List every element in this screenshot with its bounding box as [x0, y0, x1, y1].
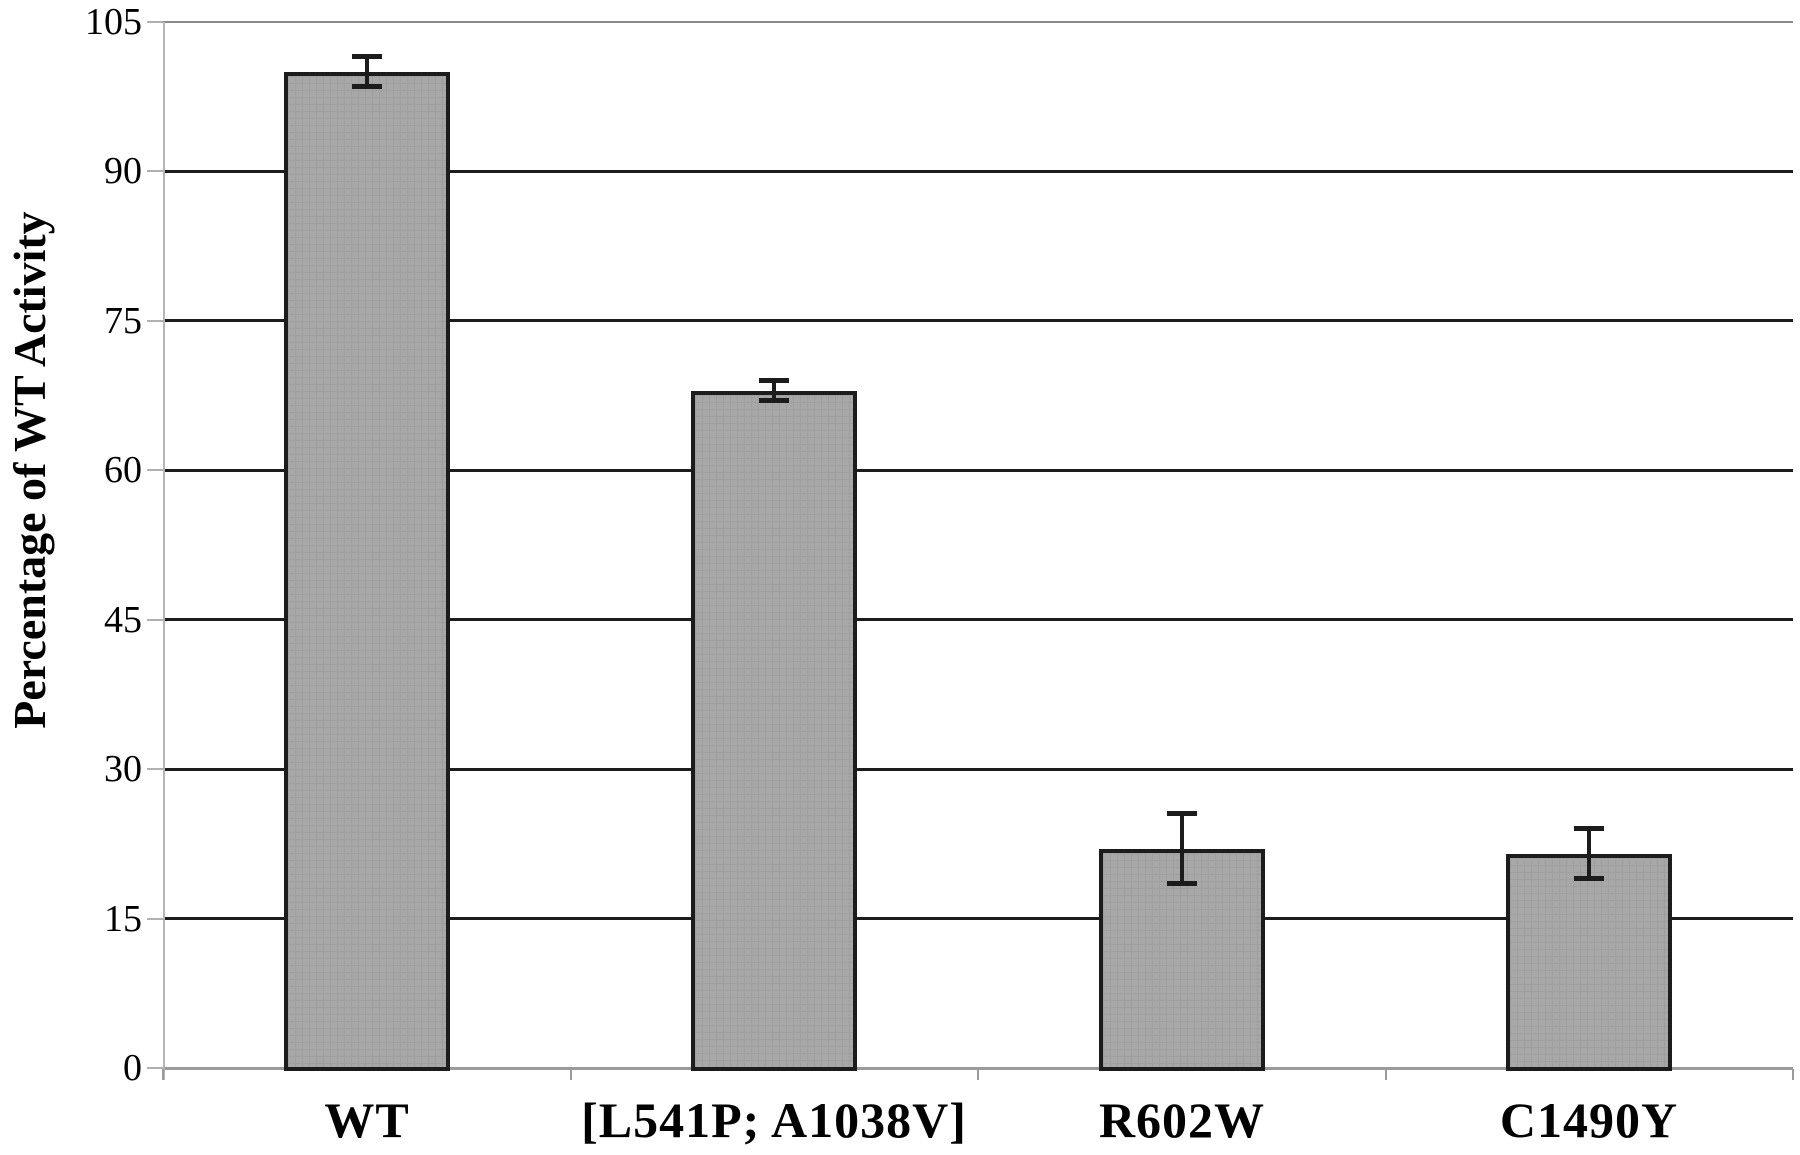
y-tick-mark-60 [147, 469, 163, 471]
y-tick-label-30: 30 [104, 748, 142, 790]
y-axis-line [163, 22, 165, 1080]
error-bar-cap-top [352, 54, 382, 59]
error-bar-cap-top [1574, 826, 1604, 831]
y-tick-mark-15 [147, 918, 163, 920]
gridline-90 [163, 170, 1793, 173]
x-tick-mark-0 [162, 1069, 164, 1080]
error-bar-line [1587, 829, 1591, 879]
x-category-label-1: [L541P; A1038V] [581, 1092, 967, 1148]
y-tick-mark-90 [147, 170, 163, 172]
bar-wt [284, 72, 450, 1071]
gridline-60 [163, 469, 1793, 472]
x-tick-mark-3 [1385, 1069, 1387, 1080]
error-bar-cap-bottom [759, 398, 789, 403]
y-tick-mark-75 [147, 320, 163, 322]
y-tick-label-15: 15 [104, 898, 142, 940]
gridline-45 [163, 618, 1793, 621]
error-bar-cap-top [1167, 811, 1197, 816]
bar--l541p-a1038v- [691, 391, 857, 1071]
y-tick-label-60: 60 [104, 449, 142, 491]
gridline-30 [163, 768, 1793, 771]
y-tick-label-0: 0 [123, 1047, 142, 1089]
gridline-0 [163, 1067, 1793, 1070]
gridline-105 [163, 21, 1793, 23]
bar-c1490y [1506, 854, 1672, 1071]
error-bar-cap-bottom [1574, 876, 1604, 881]
x-tick-mark-4 [1792, 1069, 1794, 1080]
x-category-label-0: WT [324, 1092, 410, 1148]
x-category-label-2: R602W [1098, 1092, 1266, 1148]
error-bar-cap-bottom [352, 84, 382, 89]
y-tick-label-90: 90 [104, 150, 142, 192]
x-tick-mark-2 [977, 1069, 979, 1080]
error-bar-cap-bottom [1167, 881, 1197, 886]
y-tick-mark-0 [147, 1067, 163, 1069]
y-tick-label-75: 75 [104, 300, 142, 342]
gridline-15 [163, 917, 1793, 920]
y-tick-mark-45 [147, 619, 163, 621]
x-category-label-3: C1490Y [1499, 1092, 1679, 1148]
error-bar-cap-top [759, 378, 789, 383]
x-tick-mark-1 [570, 1069, 572, 1080]
gridline-75 [163, 319, 1793, 322]
y-tick-mark-105 [147, 21, 163, 23]
error-bar-line [772, 381, 776, 401]
y-tick-mark-30 [147, 768, 163, 770]
error-bar-line [1180, 814, 1184, 884]
y-tick-label-105: 105 [85, 1, 142, 43]
bar-r602w [1099, 849, 1265, 1071]
y-tick-label-45: 45 [104, 599, 142, 641]
error-bar-line [365, 57, 369, 87]
